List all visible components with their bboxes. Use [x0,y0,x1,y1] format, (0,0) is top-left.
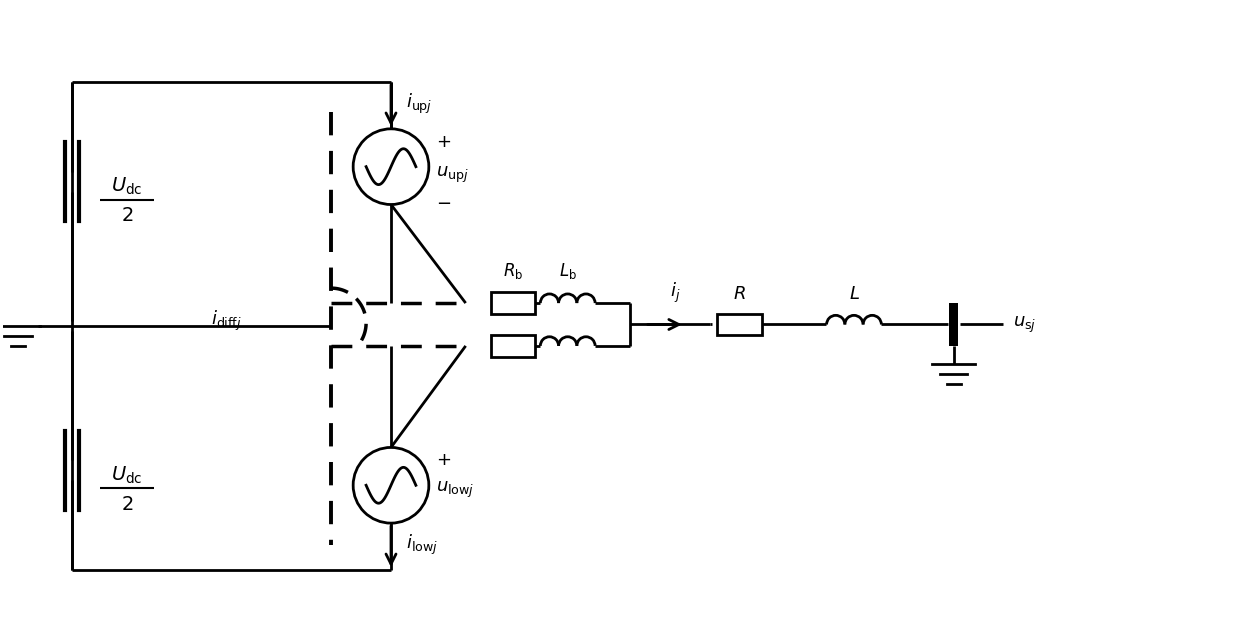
FancyBboxPatch shape [717,313,761,335]
Text: $+$: $+$ [435,133,451,151]
Text: $-$: $-$ [435,192,451,210]
Text: $U_{\rm dc}$: $U_{\rm dc}$ [112,465,143,486]
Text: $R$: $R$ [733,285,746,303]
Text: $+$: $+$ [435,451,451,469]
FancyBboxPatch shape [491,335,536,357]
Text: $L$: $L$ [848,285,859,303]
Text: $R_{\rm b}$: $R_{\rm b}$ [503,261,523,281]
Text: $u_{\rm s\it{j}}$: $u_{\rm s\it{j}}$ [1013,314,1037,335]
Text: $u_{\rm low\it{j}}$: $u_{\rm low\it{j}}$ [435,480,474,501]
Bar [949,303,959,346]
Text: $i_{\rm up\it{j}}$: $i_{\rm up\it{j}}$ [405,92,433,116]
Text: $u_{\rm up\it{j}}$: $u_{\rm up\it{j}}$ [435,165,469,185]
Text: $U_{\rm dc}$: $U_{\rm dc}$ [112,176,143,197]
Text: $i_{\rm low\it{j}}$: $i_{\rm low\it{j}}$ [405,533,438,557]
FancyBboxPatch shape [491,292,536,314]
Text: $L_{\rm b}$: $L_{\rm b}$ [559,261,577,281]
Text: $2$: $2$ [122,496,134,514]
Text: $i_{\rm diff\it{j}}$: $i_{\rm diff\it{j}}$ [211,309,242,333]
Text: $i_{\it{j}}$: $i_{\it{j}}$ [670,280,680,304]
Text: $2$: $2$ [122,208,134,226]
